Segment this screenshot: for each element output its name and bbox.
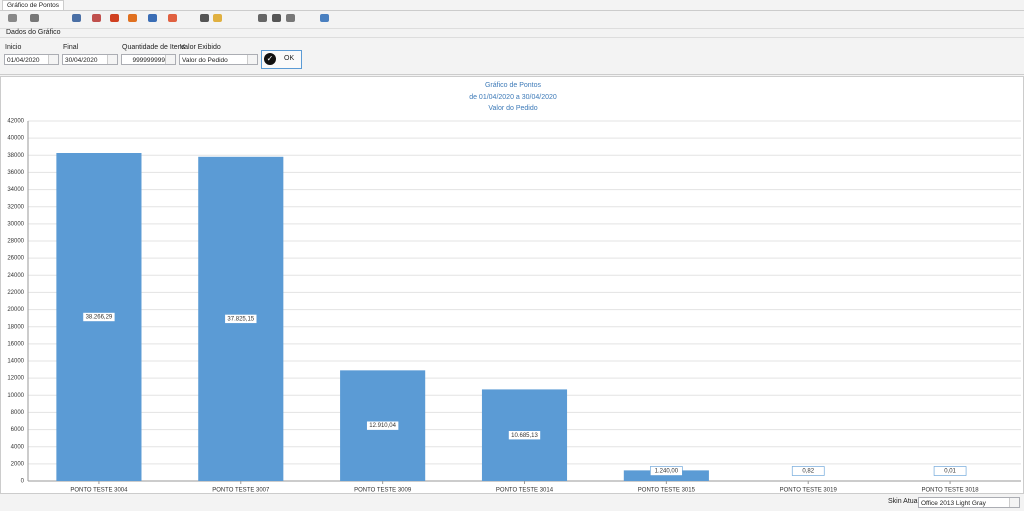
- label: Valor Exibido: [180, 44, 221, 51]
- x-tick-label: PONTO TESTE 3014: [496, 488, 554, 494]
- y-tick-label: 36000: [7, 170, 24, 176]
- x-tick-label: PONTO TESTE 3018: [922, 488, 980, 494]
- tool-icon[interactable]: [8, 14, 17, 22]
- y-tick-label: 38000: [7, 153, 24, 159]
- ok-button[interactable]: ✓ OK: [261, 50, 302, 69]
- x-tick-label: PONTO TESTE 3019: [780, 488, 838, 494]
- y-tick-label: 42000: [7, 119, 24, 125]
- tool-icon[interactable]: [200, 14, 209, 22]
- input-value: 30/04/2020: [65, 57, 98, 64]
- y-tick-label: 20000: [7, 307, 24, 313]
- tab-bar: Gráfico de Pontos: [0, 0, 1024, 11]
- y-tick-label: 22000: [7, 290, 24, 296]
- value-label-box: [224, 314, 258, 324]
- tab[interactable]: Gráfico de Pontos: [2, 0, 65, 10]
- select[interactable]: Valor do Pedido: [179, 54, 258, 65]
- value-label-box: [650, 466, 683, 476]
- y-tick-label: 14000: [7, 359, 24, 365]
- button-label: OK: [284, 55, 295, 62]
- form-group: Dados do Gráfico Inicio 01/04/2020 Final…: [0, 29, 1024, 75]
- check-icon: ✓: [264, 53, 276, 65]
- tool-icon[interactable]: [110, 14, 119, 22]
- value-label-box: [366, 420, 399, 431]
- tool-icon[interactable]: [258, 14, 267, 22]
- y-tick-label: 30000: [7, 221, 24, 227]
- y-tick-label: 28000: [7, 239, 24, 245]
- chart-title: Gráfico de Pontos: [485, 82, 542, 89]
- label: Quantidade de Itens: [122, 44, 186, 51]
- y-tick-label: 24000: [7, 273, 24, 279]
- value-label: 12.910,04: [369, 423, 396, 429]
- y-tick-label: 26000: [7, 256, 24, 262]
- y-tick-label: 10000: [7, 393, 24, 399]
- chart-subtitle: de 01/04/2020 a 30/04/2020: [469, 94, 557, 101]
- y-tick-label: 40000: [7, 136, 24, 142]
- tool-icon[interactable]: [213, 14, 222, 22]
- y-tick-label: 8000: [11, 410, 25, 416]
- label: Final: [63, 44, 79, 51]
- toolbar: [0, 11, 1024, 29]
- x-tick-label: PONTO TESTE 3009: [354, 488, 412, 494]
- chart: Gráfico de Pontos de 01/04/2020 a 30/04/…: [0, 76, 1024, 494]
- value-label-box: [82, 312, 116, 322]
- tool-icon[interactable]: [128, 14, 137, 22]
- tool-icon[interactable]: [72, 14, 81, 22]
- skin-select[interactable]: Office 2013 Light Gray: [918, 497, 1020, 508]
- divider: [0, 37, 1024, 38]
- value-label: 0,82: [802, 469, 814, 475]
- y-tick-label: 2000: [11, 461, 25, 467]
- value-label: 37.825,15: [227, 316, 254, 322]
- date-input[interactable]: 30/04/2020: [62, 54, 118, 65]
- tool-icon[interactable]: [148, 14, 157, 22]
- input-value: Office 2013 Light Gray: [921, 500, 986, 507]
- tool-icon[interactable]: [92, 14, 101, 22]
- x-tick-label: PONTO TESTE 3007: [212, 488, 270, 494]
- value-label: 1.240,00: [655, 469, 679, 475]
- group-title: Dados do Gráfico: [6, 29, 61, 36]
- y-tick-label: 6000: [11, 427, 25, 433]
- value-label: 10.685,13: [511, 433, 538, 439]
- date-input[interactable]: 01/04/2020: [4, 54, 59, 65]
- value-label: 0,01: [944, 469, 956, 475]
- x-tick-label: PONTO TESTE 3015: [638, 488, 696, 494]
- tool-icon[interactable]: [272, 14, 281, 22]
- value-label-box: [508, 430, 541, 441]
- input-value: 01/04/2020: [7, 57, 40, 64]
- status-bar: Skin Atual: Office 2013 Light Gray: [0, 495, 1024, 511]
- tool-icon[interactable]: [30, 14, 39, 22]
- tool-icon[interactable]: [168, 14, 177, 22]
- number-input[interactable]: 999999999: [121, 54, 176, 65]
- label: Inicio: [5, 44, 22, 51]
- tool-icon[interactable]: [286, 14, 295, 22]
- input-value: Valor do Pedido: [182, 57, 228, 64]
- chart-subtitle: Valor do Pedido: [488, 105, 537, 112]
- y-tick-label: 0: [21, 479, 25, 485]
- tool-icon[interactable]: [320, 14, 329, 22]
- y-tick-label: 34000: [7, 187, 24, 193]
- x-tick-label: PONTO TESTE 3004: [70, 488, 128, 494]
- y-tick-label: 16000: [7, 341, 24, 347]
- y-tick-label: 12000: [7, 376, 24, 382]
- value-label-box: [933, 466, 967, 476]
- input-value: 999999999: [132, 57, 165, 64]
- skin-label: Skin Atual:: [888, 498, 922, 505]
- value-label-box: [791, 466, 825, 476]
- y-tick-label: 32000: [7, 204, 24, 210]
- y-tick-label: 18000: [7, 324, 24, 330]
- y-tick-label: 4000: [11, 444, 25, 450]
- value-label: 38.266,29: [86, 315, 113, 321]
